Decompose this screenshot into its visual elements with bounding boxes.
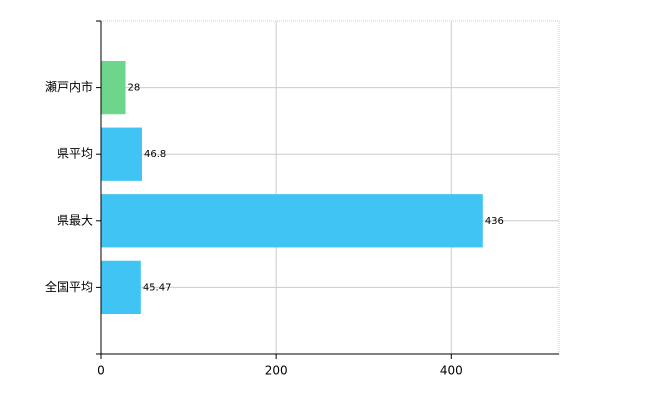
y-tick-label: 瀬戸内市: [45, 79, 93, 94]
x-tick-label: 0: [97, 364, 105, 378]
x-tick-label: 400: [440, 364, 463, 378]
x-tick-label: 200: [265, 364, 288, 378]
bar: [101, 194, 483, 248]
value-label: 45.47: [143, 282, 172, 293]
y-tick-label: 県平均: [57, 147, 93, 161]
value-label: 28: [128, 83, 141, 94]
value-label: 436: [485, 216, 504, 227]
y-tick-label: 県最大: [57, 213, 93, 227]
value-label: 46.8: [144, 149, 166, 160]
y-tick-label: 全国平均: [45, 279, 93, 294]
bar: [101, 127, 142, 181]
bar: [101, 260, 141, 315]
bar: [101, 60, 126, 115]
